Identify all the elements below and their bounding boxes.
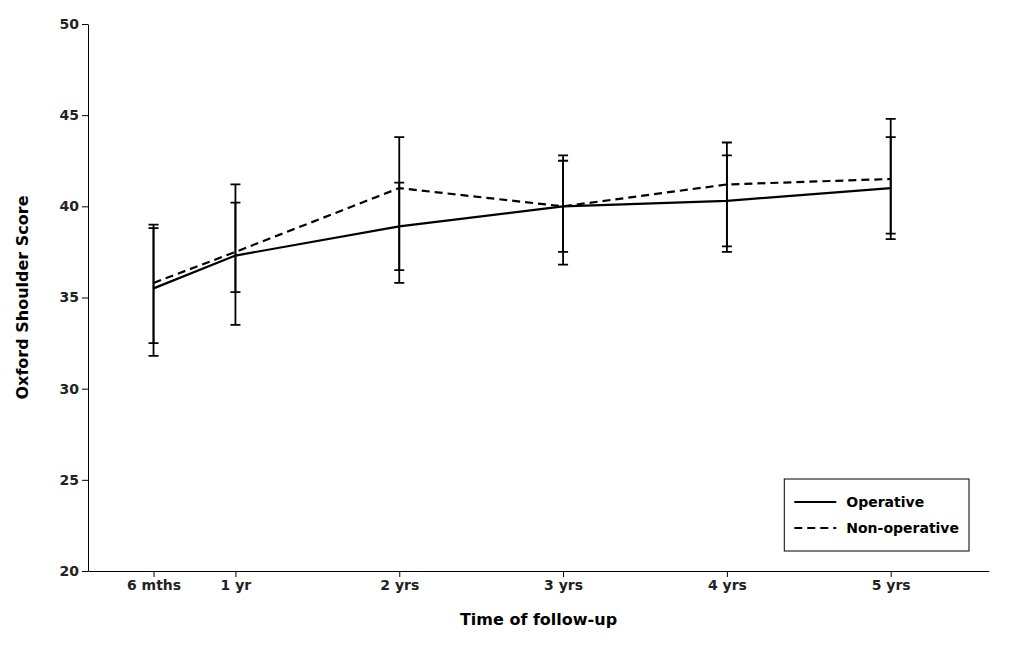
y-tick-mark <box>82 115 88 116</box>
y-tick-label: 20 <box>60 563 80 579</box>
x-tick: 1 yr <box>221 571 252 593</box>
y-tick-mark <box>82 298 88 299</box>
error-bar <box>394 137 404 283</box>
chart: 6 mths 1 yr 2 yrs 3 yrs 4 yrs 5 yrs 20 25 30 35 40… <box>0 0 1017 647</box>
legend-label: Operative <box>846 494 924 510</box>
x-tick-label: 6 mths <box>127 577 181 593</box>
y-tick: 35 <box>60 289 88 305</box>
x-tick: 6 mths <box>127 571 181 593</box>
x-axis-title: Time of follow-up <box>460 610 617 629</box>
y-tick-label: 50 <box>60 16 80 32</box>
x-tick-label: 4 yrs <box>708 577 747 593</box>
x-tick: 3 yrs <box>544 571 583 593</box>
y-tick: 40 <box>60 198 88 214</box>
y-axis: 20 25 30 35 40 45 50 <box>60 16 89 579</box>
legend-label: Non-operative <box>846 520 959 536</box>
x-axis-line <box>89 571 990 572</box>
y-tick: 45 <box>60 107 88 123</box>
x-tick-label: 1 yr <box>221 577 252 593</box>
y-tick-label: 40 <box>60 198 80 214</box>
line <box>154 188 891 288</box>
plot-area <box>149 119 896 356</box>
x-tick: 2 yrs <box>380 571 419 593</box>
y-tick-label: 45 <box>60 107 79 123</box>
y-axis-line <box>88 25 89 572</box>
y-tick-label: 25 <box>60 472 79 488</box>
legend-swatch <box>794 501 836 503</box>
legend: Operative Non-operative <box>784 479 969 551</box>
y-tick: 20 <box>60 563 88 579</box>
error-bar <box>886 119 896 234</box>
x-tick-label: 5 yrs <box>872 577 911 593</box>
x-tick-label: 3 yrs <box>544 577 583 593</box>
y-tick-mark <box>82 571 88 572</box>
x-axis: 6 mths 1 yr 2 yrs 3 yrs 4 yrs 5 yrs <box>89 571 990 593</box>
series <box>149 137 896 343</box>
x-tick: 4 yrs <box>708 571 747 593</box>
x-tick-label: 2 yrs <box>380 577 419 593</box>
y-tick-mark <box>82 389 88 390</box>
y-tick: 50 <box>60 16 88 32</box>
error-bar <box>149 225 159 356</box>
series <box>149 119 896 356</box>
y-tick-mark <box>82 480 88 481</box>
legend-box <box>784 479 969 551</box>
error-bar <box>230 184 240 324</box>
y-tick-mark <box>82 206 88 207</box>
y-axis-title: Oxford Shoulder Score <box>13 195 32 399</box>
error-bar <box>722 143 732 252</box>
y-tick-label: 30 <box>60 381 80 397</box>
y-tick: 30 <box>60 381 88 397</box>
line <box>154 179 891 283</box>
y-tick: 25 <box>60 472 88 488</box>
y-tick-mark <box>82 24 88 25</box>
legend-swatch <box>794 527 836 529</box>
x-tick: 5 yrs <box>872 571 911 593</box>
y-tick-label: 35 <box>60 289 79 305</box>
error-bar <box>558 155 568 264</box>
